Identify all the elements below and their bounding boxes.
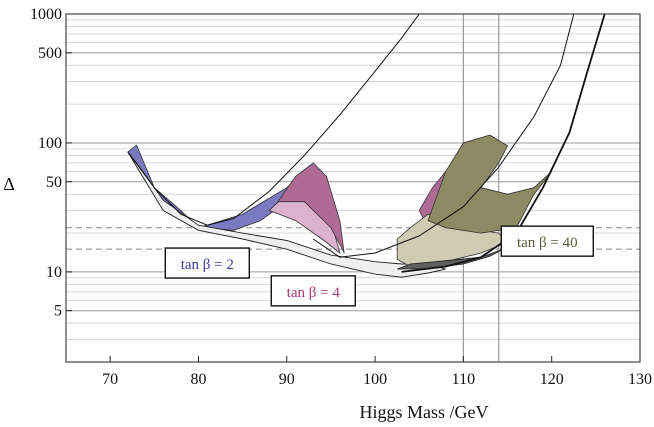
- region-layer: [127, 134, 553, 278]
- label-layer: tan β = 2 tan β = 4 tan β = 40: [164, 225, 594, 307]
- y-tick-label: 50: [46, 174, 62, 191]
- x-tick-label: 110: [452, 371, 475, 388]
- x-tick-label: 70: [102, 371, 118, 388]
- y-tick-label: 500: [38, 45, 62, 62]
- series-label-box: [270, 275, 356, 307]
- boundary-curve-3: [401, 13, 606, 273]
- series-label: tan β = 4: [287, 285, 341, 301]
- y-tick-label: 100: [38, 135, 62, 152]
- x-tick-label: 120: [540, 371, 564, 388]
- series-label-box: [164, 247, 250, 279]
- x-tick-label: 90: [279, 371, 295, 388]
- boundary-curve-2: [313, 13, 575, 258]
- y-axis-title: Δ: [3, 174, 15, 194]
- axis-layer: 70 80 90 100 110 120 130 5 10 50 100 500 1000: [30, 6, 652, 388]
- x-tick-label: 130: [628, 371, 652, 388]
- region-tan-beta-40: [427, 134, 553, 234]
- plot-frame: [65, 13, 641, 363]
- y-tick-label: 5: [54, 303, 62, 320]
- y-tick-label: 10: [46, 264, 62, 281]
- x-tick-label: 100: [363, 371, 387, 388]
- boundary-curve-1: [127, 13, 420, 226]
- series-label-box: [500, 225, 594, 257]
- series-label: tan β = 40: [517, 235, 578, 251]
- series-label: tan β = 2: [181, 257, 234, 273]
- region-tan-beta-4: [277, 162, 345, 254]
- curve-layer: [127, 13, 606, 273]
- x-axis-title: Higgs Mass /GeV: [360, 402, 489, 422]
- grid-layer: [66, 13, 640, 363]
- y-tick-label: 1000: [30, 6, 62, 23]
- x-tick-label: 80: [190, 371, 206, 388]
